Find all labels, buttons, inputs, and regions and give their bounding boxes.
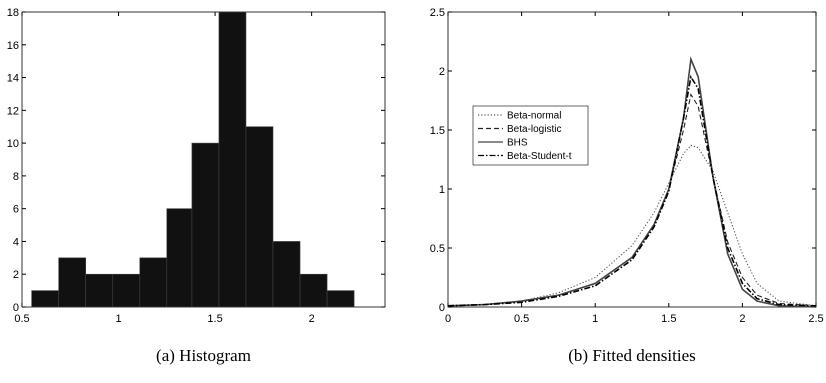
bar (139, 257, 168, 308)
x-tick-label: 1 (115, 313, 121, 325)
y-tick-label: 14 (7, 73, 19, 85)
legend-label: Beta-logistic (507, 124, 561, 135)
y-tick-label: 8 (13, 171, 19, 183)
bar (112, 273, 141, 308)
caption: (a) Histogram (156, 346, 251, 365)
y-tick-label: 0.5 (430, 243, 445, 255)
bar (272, 241, 301, 308)
x-tick-label: 0 (445, 313, 451, 325)
y-tick-label: 18 (7, 7, 19, 19)
x-tick-label: 1.5 (661, 313, 676, 325)
x-tick-label: 1 (592, 313, 598, 325)
legend-label: Beta-normal (507, 111, 561, 122)
bar (58, 257, 87, 308)
legend-label: BHS (507, 138, 528, 149)
y-tick-label: 12 (7, 105, 19, 117)
bar (31, 290, 59, 308)
y-tick-label: 2.5 (430, 7, 445, 19)
y-tick-label: 2 (13, 269, 19, 281)
bar (299, 273, 328, 308)
x-tick-label: 1.5 (207, 313, 222, 325)
y-tick-label: 6 (13, 204, 19, 216)
y-tick-label: 1 (439, 184, 445, 196)
x-tick-label: 0.5 (514, 313, 529, 325)
bar (218, 11, 247, 308)
bar (191, 142, 220, 308)
caption: (b) Fitted densities (568, 346, 695, 365)
density-line (447, 144, 817, 307)
y-tick-label: 2 (439, 66, 445, 78)
y-tick-label: 16 (7, 40, 19, 52)
legend-label: Beta-Student-t (507, 151, 572, 162)
bar (245, 126, 274, 308)
x-tick-label: 2.5 (808, 313, 823, 325)
density-line (447, 74, 817, 307)
bar (166, 208, 193, 308)
y-tick-label: 4 (13, 236, 19, 248)
y-tick-label: 0 (13, 302, 19, 314)
bar (326, 290, 355, 308)
y-tick-label: 1.5 (430, 125, 445, 137)
y-tick-label: 0 (439, 302, 445, 314)
y-tick-label: 10 (7, 138, 19, 150)
plot-area (447, 11, 817, 308)
bar (85, 273, 114, 308)
x-tick-label: 2 (309, 313, 315, 325)
x-tick-label: 2 (739, 313, 745, 325)
x-tick-label: 0.5 (14, 313, 29, 325)
density-line (447, 56, 817, 308)
